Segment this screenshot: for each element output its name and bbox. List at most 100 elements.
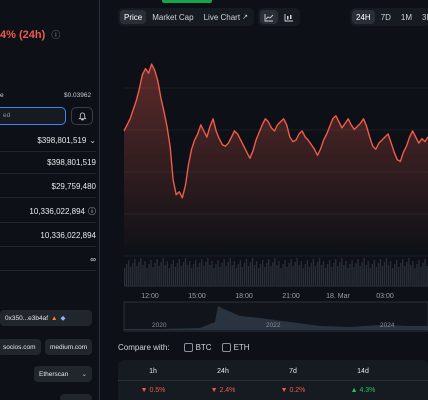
volume-bars [124, 258, 428, 286]
line-chart-icon [264, 13, 274, 21]
volume-bar [144, 261, 146, 286]
volume-bar [280, 268, 282, 286]
perf-value-text: 0.2% [289, 387, 306, 394]
nav-year-label: 2020 [152, 322, 167, 329]
volume-bar [138, 262, 140, 286]
volume-bar [420, 267, 422, 286]
volume-bar [359, 266, 361, 286]
chevron-down-icon[interactable]: ⌄ [89, 136, 96, 145]
volume-bar [300, 261, 302, 286]
volume-bar [258, 268, 260, 286]
candlestick-button[interactable] [280, 10, 298, 24]
range-1m[interactable]: 1M [397, 10, 416, 24]
volume-bar [186, 265, 189, 286]
stat-value: ∞ [90, 255, 96, 264]
volume-bar [424, 259, 426, 286]
volume-bar [278, 261, 280, 286]
alert-input[interactable]: ed [0, 107, 66, 125]
line-chart-button[interactable] [260, 10, 278, 24]
volume-bar [235, 268, 237, 286]
volume-bar [396, 260, 398, 286]
stat-row-max-supply: ∞ [0, 249, 96, 271]
volume-bar [172, 260, 174, 286]
chevron-down-icon: ⌄ [81, 371, 87, 378]
volume-bar [392, 268, 394, 286]
volume-bar [369, 268, 371, 286]
top-accent-line [162, 0, 212, 3]
volume-bar [394, 264, 396, 286]
tab-market-cap[interactable]: Market Cap [148, 10, 197, 24]
volume-bar [184, 258, 187, 286]
checkbox-eth[interactable] [221, 343, 231, 353]
volume-bar [178, 259, 181, 286]
info-icon[interactable]: ⓘ [51, 30, 61, 40]
volume-bar [215, 264, 217, 286]
explorer-label: Etherscan [39, 370, 69, 378]
perf-cell-14d: 14d ▲ 4.3% [328, 360, 398, 400]
volume-bar [325, 268, 327, 286]
volume-bar [276, 265, 278, 286]
volume-bar [353, 267, 355, 286]
link-label: socios.com [3, 343, 36, 351]
perf-value: ▲ 4.3% [350, 387, 376, 394]
volume-bar [255, 261, 258, 286]
metamask-icon[interactable]: ▲ [51, 314, 58, 322]
volume-bar [379, 259, 382, 286]
tab-live-chart[interactable]: Live Chart ↗ [200, 10, 252, 24]
perf-value-text: 4.3% [359, 387, 376, 394]
compare-with: Compare with: BTC ETH [118, 343, 250, 353]
perf-period: 3 [398, 368, 428, 375]
stat-row-market-cap[interactable]: $398,801,519 ⌄ [0, 130, 96, 152]
stat-row-volume: $29,759,480 [0, 176, 96, 198]
volume-bar [367, 261, 369, 286]
volume-bar [247, 266, 250, 286]
volume-bar [365, 265, 367, 286]
volume-bar [339, 262, 341, 286]
range-7d[interactable]: 7D [377, 10, 395, 24]
perf-value-text: 0.5% [149, 387, 166, 394]
volume-bar [195, 260, 197, 286]
volume-bar [168, 268, 170, 286]
stat-value: $398,801,519 [37, 136, 87, 145]
volume-bar [355, 263, 357, 286]
volume-bar [225, 266, 227, 286]
compare-btc[interactable]: BTC [183, 343, 212, 353]
range-3m[interactable]: 3M [418, 10, 428, 24]
external-link-icon: ↗ [242, 14, 248, 21]
info-icon[interactable]: ⓘ [88, 207, 96, 216]
perf-period: 24h [217, 368, 229, 375]
volume-bar [418, 260, 420, 286]
tab-label: 7D [380, 12, 391, 22]
volume-bar [310, 263, 313, 286]
volume-bar [221, 263, 223, 286]
perf-cell-7d: 7d ▼ 0.2% [258, 360, 328, 400]
volume-bar [385, 258, 388, 286]
chart-type-tabs: Price Market Cap Live Chart ↗ [118, 8, 254, 26]
volume-bar [207, 258, 209, 286]
perf-period: 1h [149, 368, 157, 375]
compare-eth[interactable]: ETH [221, 343, 250, 353]
compare-option-label: BTC [195, 343, 212, 352]
x-tick-label: 12:00 [141, 293, 159, 300]
volume-bar [243, 263, 246, 286]
volume-bar [337, 266, 339, 286]
checkbox-btc[interactable] [183, 343, 193, 353]
volume-bar [302, 268, 304, 286]
volume-bar [327, 264, 329, 286]
volume-bar [406, 262, 408, 286]
volume-bar [402, 259, 404, 286]
volume-bar [136, 266, 138, 286]
range-24h[interactable]: 24H [352, 10, 375, 24]
volume-bar [170, 264, 172, 286]
explorer-dropdown[interactable]: Etherscan ⌄ [34, 366, 92, 382]
link-label: medium.com [50, 343, 88, 351]
link-medium[interactable]: medium.com [45, 339, 93, 355]
perf-value: ▼ [398, 387, 428, 394]
shield-icon[interactable]: ◆ [60, 315, 66, 322]
link-website[interactable]: socios.com [0, 339, 41, 355]
tab-price[interactable]: Price [120, 10, 147, 24]
volume-bar [286, 267, 288, 286]
price-alert-button[interactable] [71, 107, 93, 125]
partial-chip[interactable] [60, 394, 92, 400]
contract-chip[interactable]: 0x350...e3b4af ▲ ◆ [0, 310, 92, 326]
